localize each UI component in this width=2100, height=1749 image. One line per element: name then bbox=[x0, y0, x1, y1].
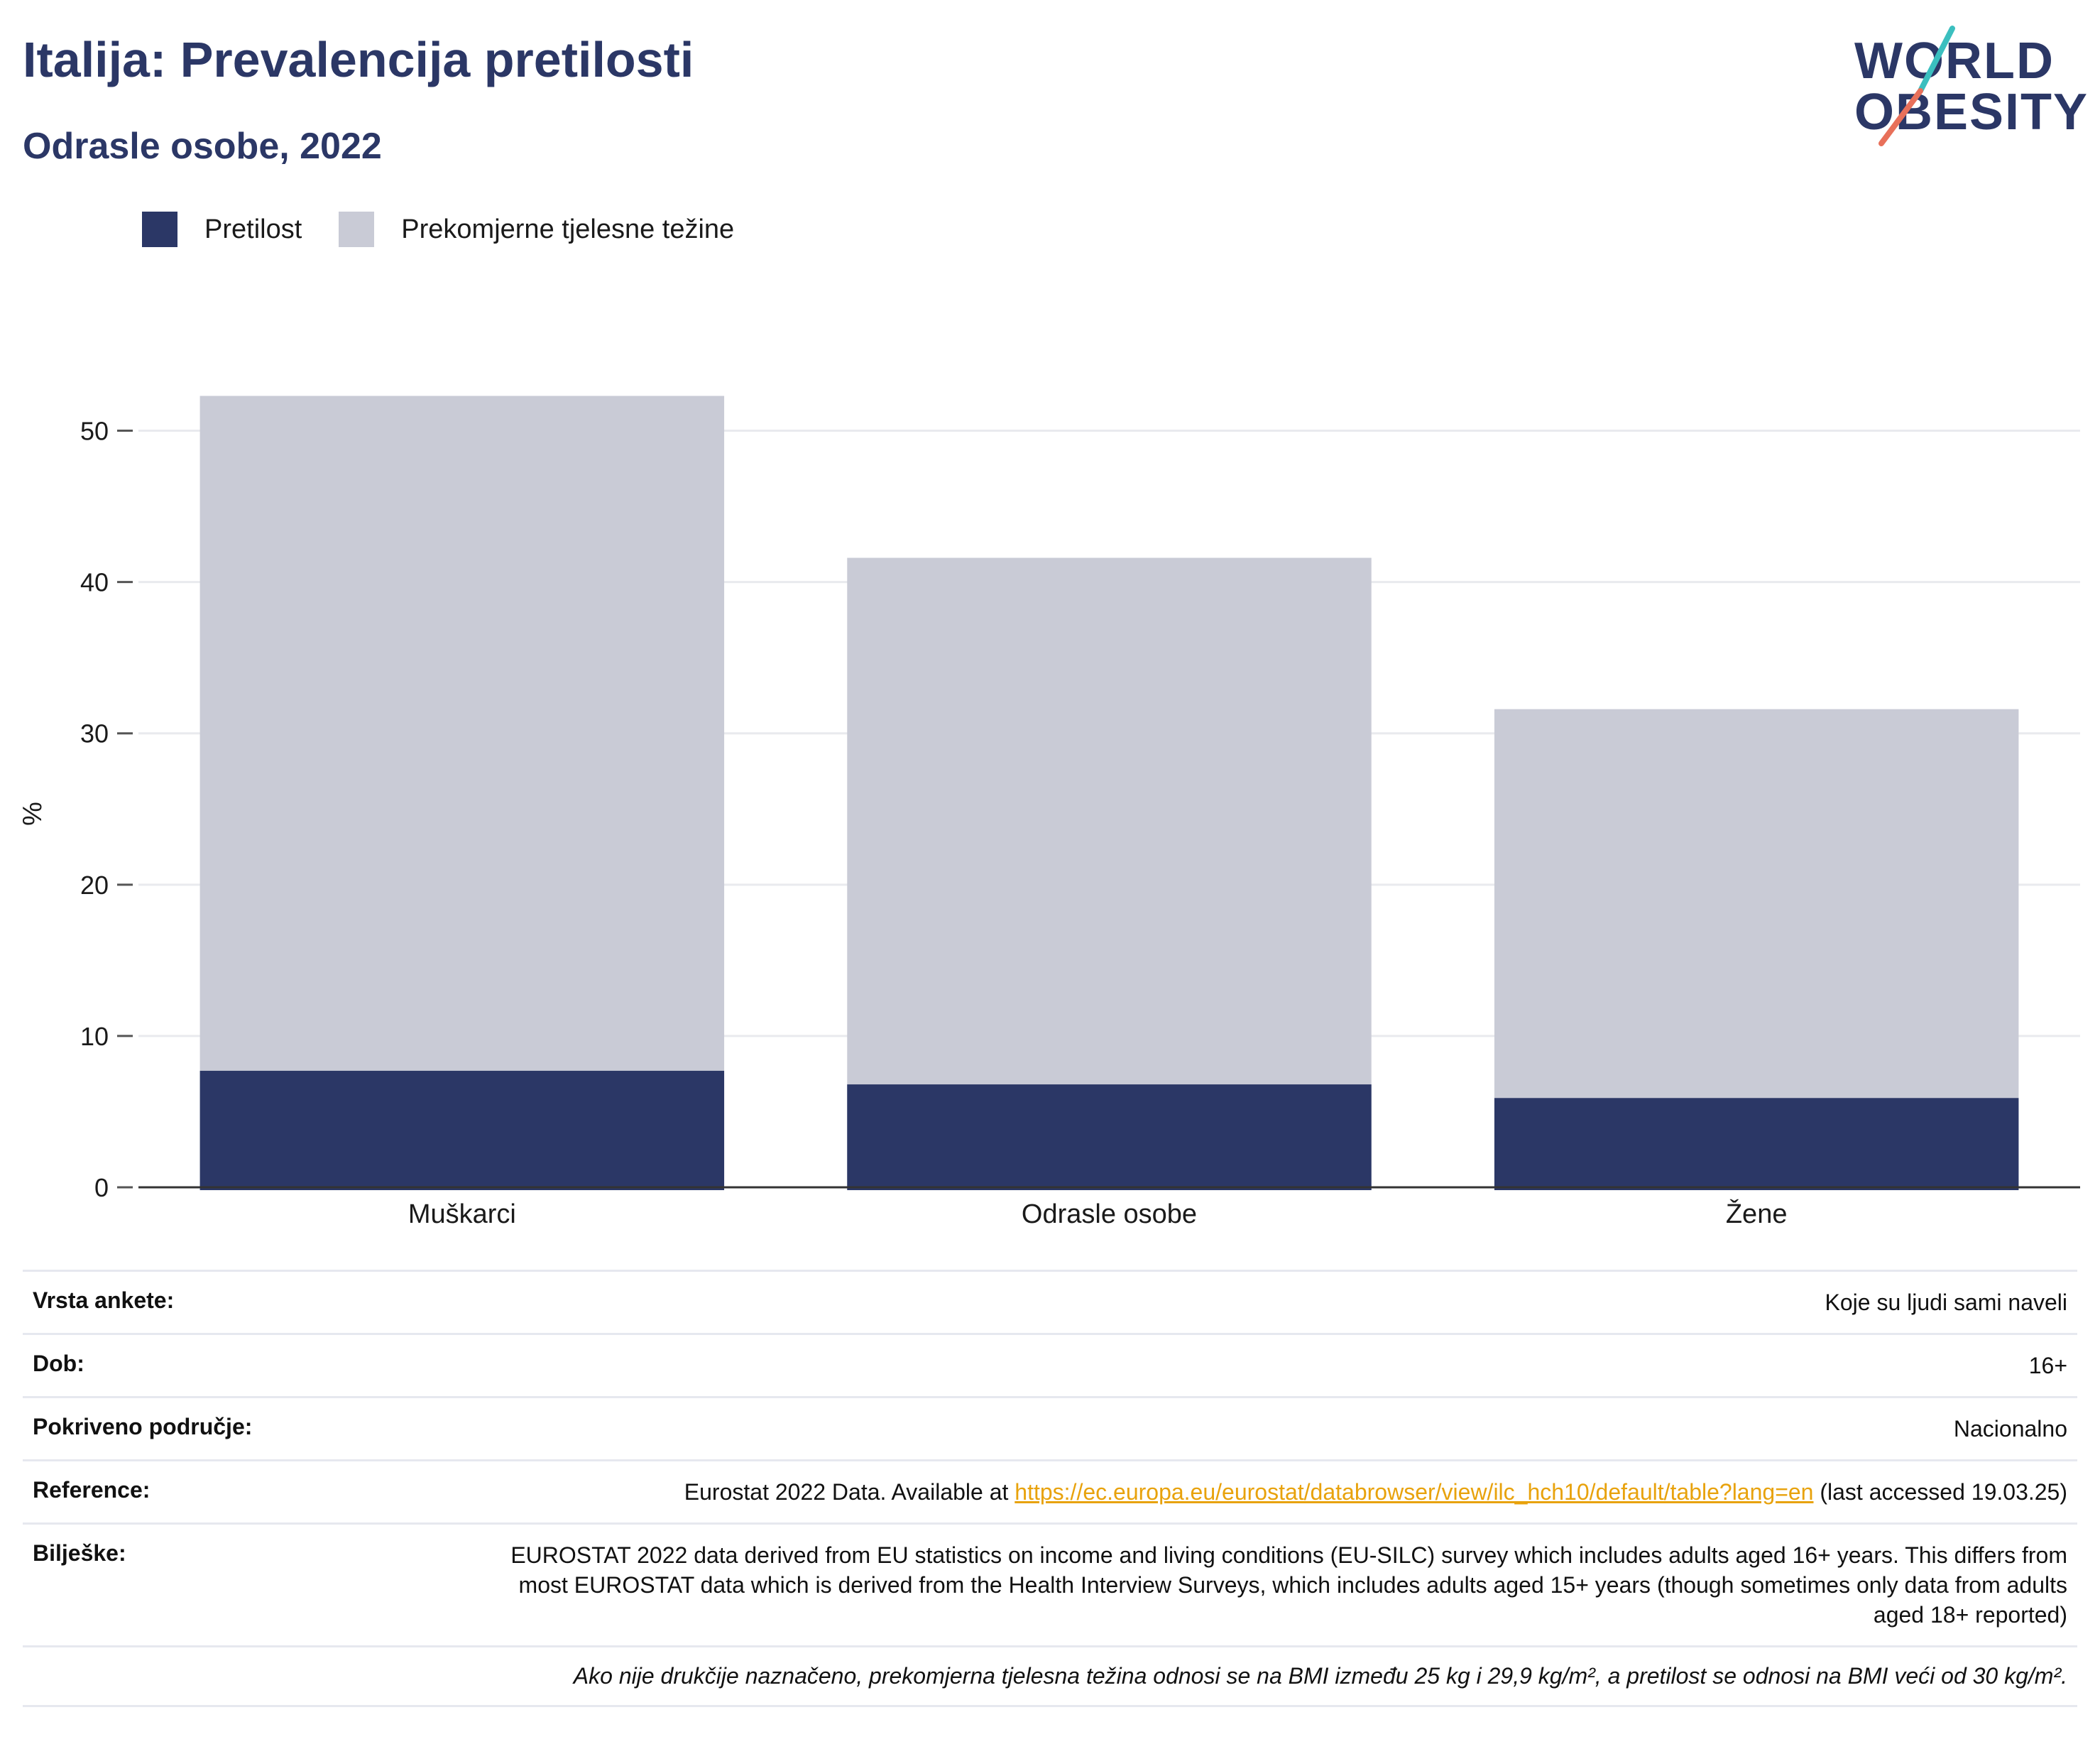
info-value: Koje su ljudi sami naveli bbox=[1825, 1290, 2068, 1315]
notes-value: EUROSTAT 2022 data derived from EU stati… bbox=[510, 1542, 2067, 1628]
x-tick-label: Muškarci bbox=[408, 1199, 516, 1229]
logo-line1: WORLD bbox=[1854, 33, 2055, 89]
info-row-reference: Reference: Eurostat 2022 Data. Available… bbox=[23, 1459, 2077, 1522]
info-value: 16+ bbox=[2028, 1353, 2067, 1378]
world-obesity-logo: WORLD OBESITY bbox=[1854, 26, 2087, 146]
info-row-coverage: Pokriveno područje: Nacionalno bbox=[23, 1396, 2077, 1459]
reference-value: Eurostat 2022 Data. Available at https:/… bbox=[684, 1477, 2067, 1507]
y-tick-label: 20 bbox=[80, 871, 109, 900]
page-subtitle: Odrasle osobe, 2022 bbox=[23, 126, 382, 167]
y-tick-label: 40 bbox=[80, 568, 109, 597]
y-tick-label: 50 bbox=[80, 417, 109, 446]
info-row-survey-type: Vrsta ankete: Koje su ljudi sami naveli bbox=[23, 1270, 2077, 1333]
info-row-notes: Bilješke: EUROSTAT 2022 data derived fro… bbox=[23, 1522, 2077, 1645]
reference-link[interactable]: https://ec.europa.eu/eurostat/databrowse… bbox=[1015, 1479, 1814, 1505]
axes: 0 10 20 30 40 50 Muškarci Odrasle osobe Žene bbox=[80, 417, 2080, 1229]
legend-label-overweight: Prekomjerne tjelesne težine bbox=[401, 214, 735, 244]
reference-suffix: (last accessed 19.03.25) bbox=[1813, 1479, 2067, 1505]
legend-item-obesity[interactable]: Pretilost bbox=[142, 212, 302, 247]
info-table: Vrsta ankete: Koje su ljudi sami naveli … bbox=[23, 1270, 2077, 1707]
info-row-age: Dob: 16+ bbox=[23, 1333, 2077, 1396]
info-value: Nacionalno bbox=[1953, 1416, 2067, 1442]
info-label: Reference: bbox=[33, 1477, 151, 1503]
legend-item-overweight[interactable]: Prekomjerne tjelesne težine bbox=[339, 212, 734, 247]
legend-label-obesity: Pretilost bbox=[204, 214, 302, 244]
x-tick-label: Žene bbox=[1726, 1199, 1788, 1229]
logo-accent-teal bbox=[1918, 26, 1955, 94]
bar-obesity[interactable] bbox=[1494, 1098, 2019, 1190]
legend-swatch-overweight bbox=[339, 212, 375, 247]
legend-swatch-obesity bbox=[142, 212, 177, 247]
info-label: Pokriveno područje: bbox=[33, 1414, 253, 1439]
y-tick-label: 0 bbox=[94, 1173, 109, 1202]
y-tick-label: 30 bbox=[80, 719, 109, 748]
bars bbox=[199, 396, 2019, 1190]
bar-overweight[interactable] bbox=[199, 396, 725, 1190]
info-label: Dob: bbox=[33, 1351, 84, 1376]
chart-legend: Pretilost Prekomjerne tjelesne težine bbox=[142, 212, 771, 247]
page-title: Italija: Prevalencija pretilosti bbox=[23, 32, 694, 87]
reference-prefix: Eurostat 2022 Data. Available at bbox=[684, 1479, 1015, 1505]
bar-chart: 0 10 20 30 40 50 Muškarci Odrasle osobe Žene % bbox=[18, 396, 2080, 1229]
info-label: Bilješke: bbox=[33, 1540, 126, 1566]
x-tick-label: Odrasle osobe bbox=[1022, 1199, 1197, 1229]
y-axis-label: % bbox=[18, 802, 48, 826]
footnote: Ako nije drukčije naznačeno, prekomjerna… bbox=[23, 1645, 2077, 1707]
logo-accent-coral bbox=[1878, 88, 1923, 146]
y-tick-label: 10 bbox=[80, 1022, 109, 1051]
info-label: Vrsta ankete: bbox=[33, 1287, 175, 1313]
bar-obesity[interactable] bbox=[847, 1084, 1372, 1190]
bar-obesity[interactable] bbox=[199, 1070, 725, 1190]
